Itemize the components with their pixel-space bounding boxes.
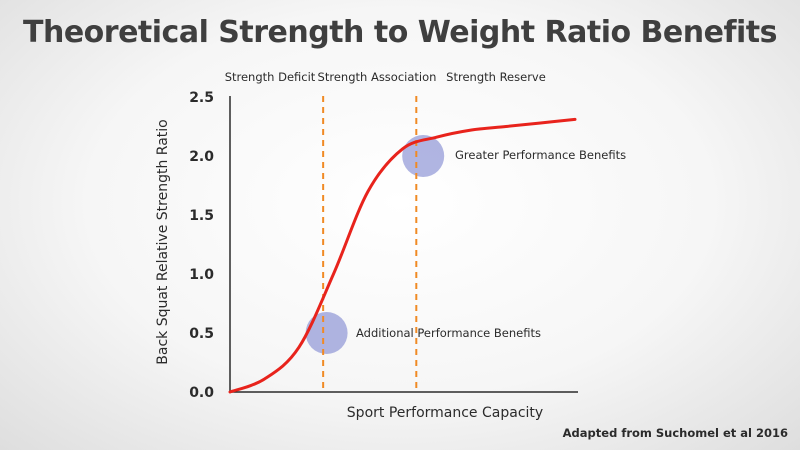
- y-axis-label: Back Squat Relative Strength Ratio: [155, 119, 171, 364]
- zone-label-reserve: Strength Reserve: [446, 70, 546, 84]
- zone-labels: Strength Deficit Strength Association St…: [225, 70, 546, 84]
- y-tick-label: 0.0: [189, 385, 214, 401]
- y-tick-label: 0.5: [189, 326, 214, 342]
- highlight-circle-additional: [305, 312, 348, 354]
- annotation-greater: Greater Performance Benefits: [455, 148, 626, 162]
- annotation-labels: Additional Performance Benefits Greater …: [356, 148, 626, 340]
- annotation-additional: Additional Performance Benefits: [356, 326, 541, 340]
- y-tick-label: 1.5: [189, 208, 214, 224]
- x-axis-label: Sport Performance Capacity: [347, 405, 543, 421]
- y-tick-labels: 0.0 0.5 1.0 1.5 2.0 2.5: [189, 90, 214, 401]
- y-tick-label: 2.5: [189, 90, 214, 106]
- y-tick-label: 1.0: [189, 267, 214, 283]
- chart-title: Theoretical Strength to Weight Ratio Ben…: [23, 15, 777, 50]
- highlight-circle-greater: [402, 135, 445, 177]
- y-tick-label: 2.0: [189, 149, 214, 165]
- zone-label-association: Strength Association: [318, 70, 437, 84]
- source-note: Adapted from Suchomel et al 2016: [563, 426, 788, 440]
- zone-label-deficit: Strength Deficit: [225, 70, 316, 84]
- strength-curve-line: [228, 117, 577, 394]
- plot-area: [228, 96, 578, 394]
